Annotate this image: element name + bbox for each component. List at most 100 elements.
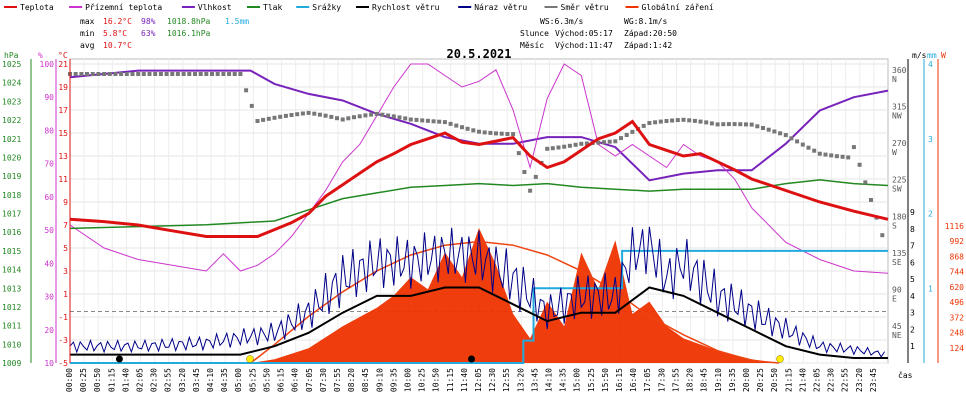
axis-time-tick: 21:15 — [784, 368, 793, 392]
stats-min-pressure: 1016.1hPa — [167, 29, 211, 38]
axis-time-tick: 11:40 — [460, 368, 469, 392]
sun-label: Slunce — [520, 29, 549, 38]
wind-direction-point — [170, 72, 175, 76]
axis-pct-tick: 10 — [44, 359, 54, 368]
axis-temp-tick: 5 — [63, 244, 68, 253]
series-radiation-theoretical — [250, 240, 779, 364]
axis-temp-tick: 9 — [63, 198, 68, 207]
wind-direction-point — [681, 117, 686, 122]
series-wind-gust — [69, 226, 886, 358]
axis-w-tick: 124 — [950, 344, 965, 353]
wind-direction-point — [306, 110, 311, 115]
axis-pct-tick: 60 — [44, 193, 54, 202]
wind-direction-point — [448, 121, 453, 126]
axis-time-tick: 03:45 — [192, 368, 201, 392]
wind-direction-point — [607, 139, 612, 144]
axis-pct-tick: 20 — [44, 326, 54, 335]
wind-direction-point — [596, 140, 601, 145]
wind-direction-point — [335, 116, 339, 121]
axis-hpa-tick: 1009 — [2, 359, 21, 368]
axis-time-tick: 20:25 — [756, 368, 765, 392]
wind-direction-point — [312, 111, 317, 116]
wind-direction-point — [630, 129, 635, 134]
sunset-marker — [776, 355, 784, 363]
axis-time-tick: 02:05 — [136, 368, 145, 392]
axis-temp-unit: °C — [58, 51, 68, 60]
wind-direction-point — [175, 72, 180, 76]
axis-ms-unit: m/s — [912, 51, 927, 60]
axis-ms-tick: 3 — [910, 309, 915, 318]
axis-dir-tick: 90 — [892, 285, 902, 294]
moon-rise-marker — [468, 355, 476, 363]
wind-direction-point — [221, 72, 226, 76]
axis-time-tick: 02:55 — [164, 368, 173, 392]
axis-time-tick: 20:00 — [742, 368, 751, 392]
wind-direction-point — [869, 198, 873, 202]
wind-direction-point — [244, 88, 249, 93]
wind-direction-point — [181, 72, 186, 76]
wind-direction-point — [880, 233, 885, 238]
axis-pct-tick: 40 — [44, 259, 54, 268]
axis-dir-tick: 225 — [892, 176, 907, 185]
axis-dir-label: SW — [892, 185, 902, 194]
wind-direction-point — [147, 72, 152, 76]
sunset-time: Západ:20:50 — [624, 29, 677, 38]
wind-direction-point — [386, 113, 391, 118]
axis-pct-unit: % — [38, 51, 43, 60]
wind-direction-point — [283, 113, 288, 118]
wind-direction-point — [653, 120, 658, 125]
axis-temp-tick: 19 — [58, 83, 68, 92]
wind-direction-point — [840, 154, 845, 159]
wind-direction-point — [346, 116, 351, 121]
axis-time-tick: 08:45 — [361, 368, 370, 392]
stats-avg-label: avg — [80, 41, 95, 50]
wind-direction-point — [488, 130, 493, 135]
wind-direction-point — [556, 145, 561, 150]
wind-direction-point — [380, 112, 385, 117]
axis-ms-tick: 7 — [910, 242, 915, 251]
axis-temp-tick: 3 — [63, 267, 68, 276]
axis-time-tick: 23:45 — [869, 368, 878, 392]
wind-direction-point — [414, 117, 419, 122]
stats-max-temp: 16.2°C — [103, 17, 132, 26]
axis-w-tick: 372 — [950, 313, 965, 322]
wind-direction-point — [136, 72, 141, 76]
axis-hpa-tick: 1015 — [2, 247, 21, 256]
axis-temp-tick: 11 — [58, 175, 68, 184]
axis-ms-tick: 1 — [910, 342, 915, 351]
axis-dir-tick: 135 — [892, 249, 907, 258]
wind-direction-point — [397, 115, 402, 120]
axis-dir-label: E — [892, 294, 897, 303]
axis-hpa-tick: 1020 — [2, 153, 21, 162]
wind-direction-point — [437, 119, 442, 124]
axis-time-tick: 03:20 — [178, 368, 187, 392]
wind-direction-point — [249, 103, 254, 108]
wind-direction-point — [619, 136, 623, 141]
axis-time-tick: 04:10 — [206, 368, 215, 392]
series-temperature — [69, 119, 889, 238]
axis-time-tick: 22:05 — [812, 368, 821, 392]
wind-direction-point — [454, 123, 459, 128]
wind-direction-point — [442, 120, 447, 125]
axis-mm-tick: 1 — [928, 284, 933, 293]
axis-w-tick: 1116 — [945, 222, 964, 231]
stats-max-rain: 1.5mm — [225, 17, 249, 26]
wind-direction-point — [670, 118, 675, 123]
wind-direction-point — [789, 136, 794, 141]
axis-time-tick: 01:40 — [121, 368, 130, 392]
axis-mm-tick: 4 — [928, 60, 933, 69]
wind-direction-point — [204, 72, 209, 76]
stats-max-humidity: 98% — [141, 17, 156, 26]
wind-direction-point — [744, 122, 748, 127]
axis-time-tick: 16:40 — [629, 368, 638, 392]
sunrise-time: Východ:05:17 — [555, 29, 613, 38]
axis-time-tick: 07:05 — [305, 368, 314, 392]
axis-time-tick: 22:30 — [827, 368, 836, 392]
axis-hpa-tick: 1017 — [2, 210, 21, 219]
axis-time-tick: 19:35 — [728, 368, 737, 392]
axis-hpa-tick: 1013 — [2, 284, 21, 293]
legend-label-0: Teplota — [20, 3, 54, 12]
legend-label-4: Srážky — [312, 3, 341, 12]
wind-direction-point — [238, 72, 243, 76]
